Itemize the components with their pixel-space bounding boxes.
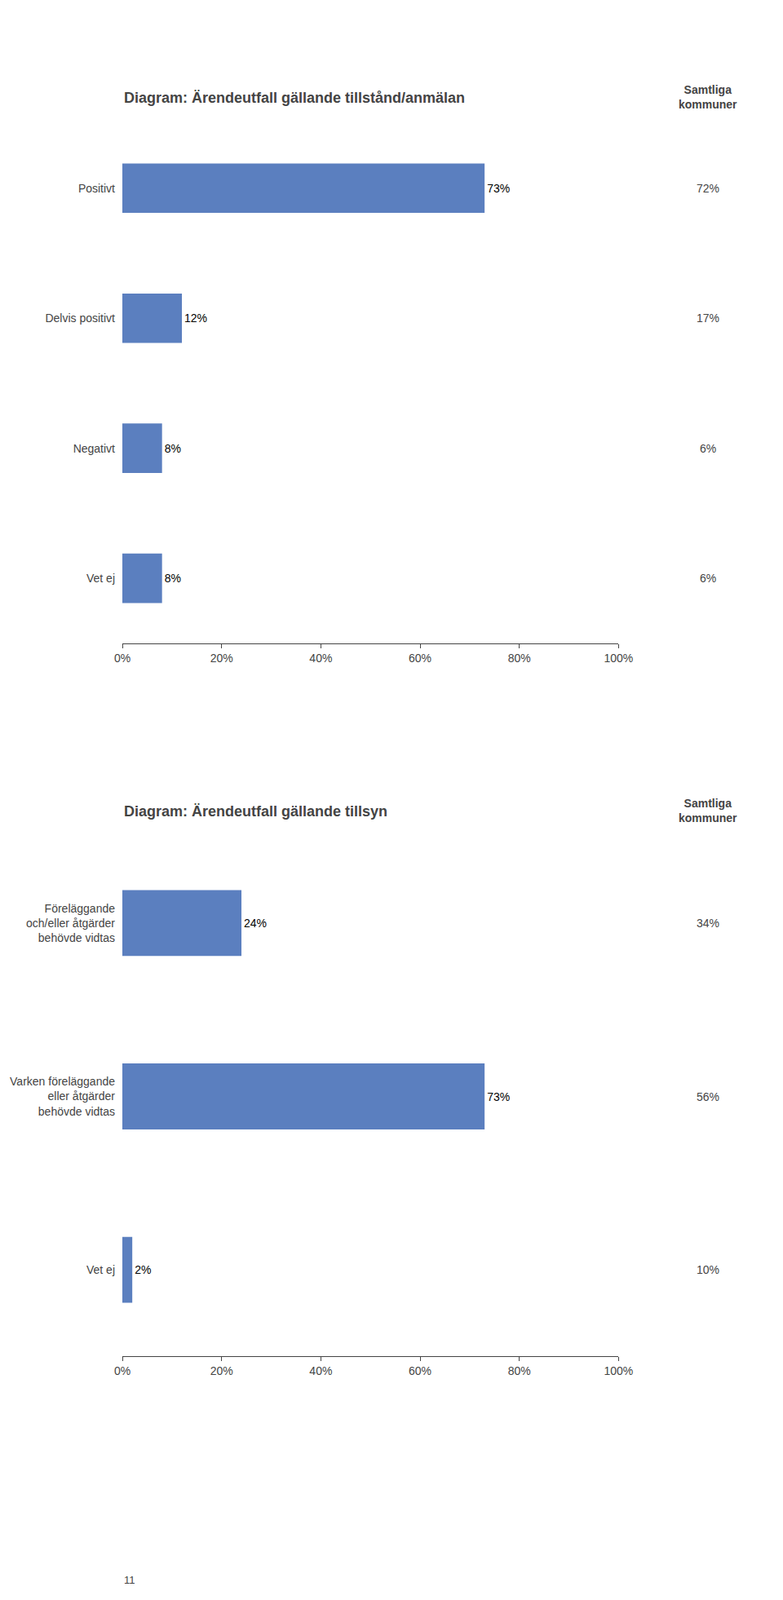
svg-text:80%: 80% (508, 1364, 531, 1378)
svg-text:Vet ej: Vet ej (86, 1263, 116, 1277)
svg-text:6%: 6% (699, 571, 717, 585)
svg-text:24%: 24% (243, 916, 267, 930)
svg-text:11: 11 (123, 1574, 136, 1587)
svg-text:60%: 60% (408, 651, 432, 665)
svg-text:10%: 10% (696, 1263, 720, 1277)
svg-text:Diagram: Ärendeutfall gällande: Diagram: Ärendeutfall gällande tillsyn (123, 803, 388, 820)
svg-text:Delvis positivt: Delvis positivt (44, 311, 116, 325)
svg-text:20%: 20% (210, 1364, 234, 1378)
svg-text:100%: 100% (603, 651, 633, 665)
svg-text:8%: 8% (164, 442, 182, 456)
svg-text:0%: 0% (114, 651, 131, 665)
svg-text:Negativt: Negativt (73, 442, 116, 456)
svg-text:40%: 40% (309, 651, 332, 665)
svg-text:20%: 20% (210, 651, 234, 665)
svg-text:Varken föreläggandeeller åtgär: Varken föreläggandeeller åtgärderbehövde… (9, 1074, 116, 1118)
svg-text:73%: 73% (486, 1090, 510, 1104)
svg-text:6%: 6% (699, 442, 717, 456)
svg-text:17%: 17% (696, 311, 720, 325)
svg-text:80%: 80% (508, 651, 531, 665)
svg-text:Samtligakommuner: Samtligakommuner (678, 83, 738, 111)
svg-text:60%: 60% (408, 1364, 432, 1378)
svg-text:56%: 56% (696, 1090, 720, 1104)
svg-text:40%: 40% (309, 1364, 332, 1378)
svg-text:8%: 8% (164, 571, 182, 585)
svg-text:2%: 2% (134, 1263, 151, 1277)
svg-text:72%: 72% (696, 181, 720, 195)
svg-text:73%: 73% (486, 181, 510, 195)
svg-text:34%: 34% (696, 916, 720, 930)
svg-text:Samtligakommuner: Samtligakommuner (678, 796, 738, 825)
svg-text:0%: 0% (114, 1364, 131, 1378)
svg-text:Föreläggandeoch/eller åtgärder: Föreläggandeoch/eller åtgärderbehövde vi… (26, 902, 116, 945)
svg-text:12%: 12% (184, 311, 208, 325)
svg-text:Positivt: Positivt (78, 181, 116, 195)
svg-text:Vet ej: Vet ej (86, 571, 116, 585)
svg-text:100%: 100% (603, 1364, 633, 1378)
svg-text:Diagram: Ärendeutfall gällande: Diagram: Ärendeutfall gällande tillstånd… (123, 89, 465, 107)
